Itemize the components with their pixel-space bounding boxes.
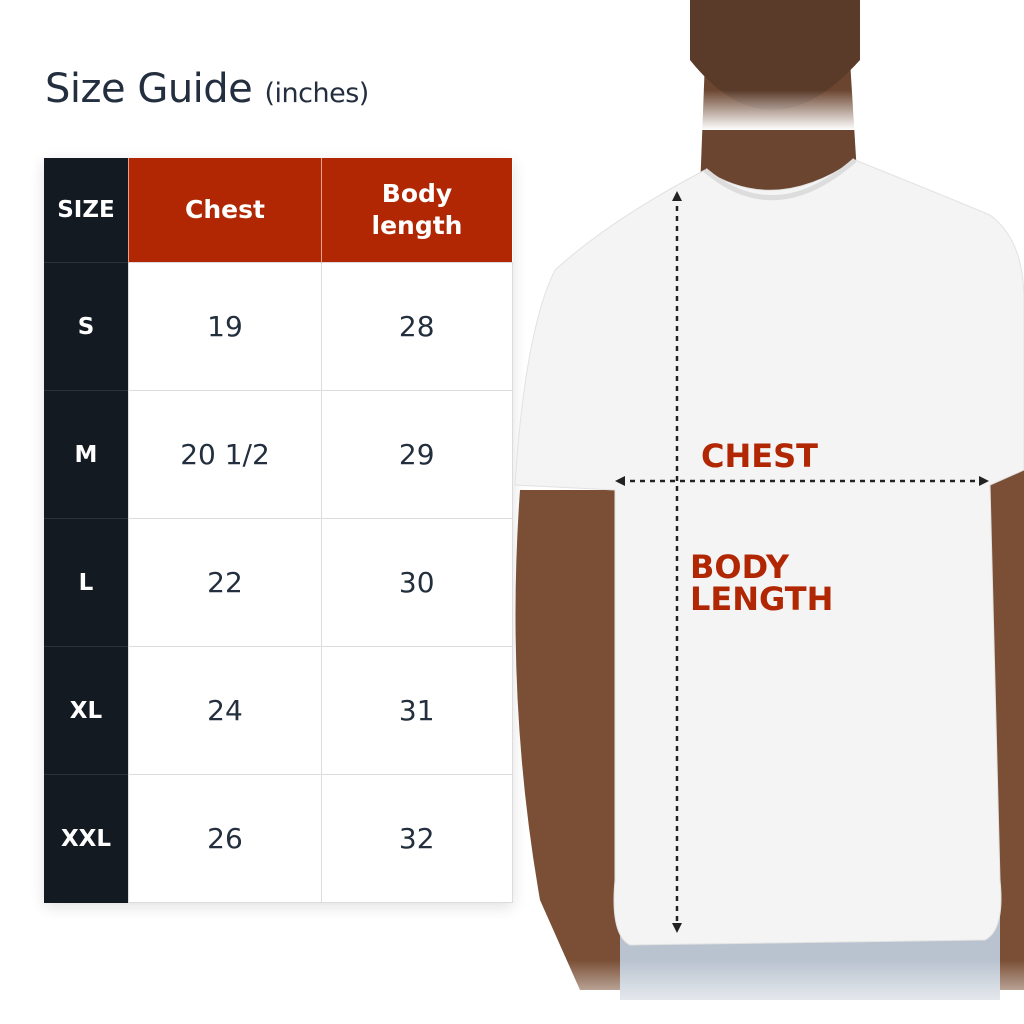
title-unit: (inches)	[264, 78, 370, 109]
size-cell: XL	[44, 646, 129, 775]
body-length-cell: 30	[321, 518, 513, 647]
table-row: XXL 26 32	[44, 774, 513, 903]
table-header: SIZE Chest Body length	[44, 158, 512, 263]
size-cell: L	[44, 518, 129, 647]
header-body-length: Body length	[321, 158, 512, 263]
size-cell: S	[44, 262, 129, 391]
body-length-cell: 28	[321, 262, 513, 391]
chest-label: CHEST	[701, 437, 818, 475]
table-row: M 20 1/2 29	[44, 390, 513, 519]
chest-cell: 19	[128, 262, 322, 391]
body-length-label-line1: BODY	[690, 548, 789, 586]
page-title: Size Guide (inches)	[45, 66, 369, 112]
header-chest: Chest	[128, 158, 322, 263]
left-arm	[515, 490, 625, 990]
title-text: Size Guide	[45, 66, 253, 112]
body-length-cell: 29	[321, 390, 513, 519]
header-body-length-text: Body length	[371, 179, 463, 240]
size-cell: XXL	[44, 774, 129, 903]
header-size: SIZE	[44, 158, 129, 263]
chest-cell: 24	[128, 646, 322, 775]
chest-cell: 20 1/2	[128, 390, 322, 519]
table-row: L 22 30	[44, 518, 513, 647]
chest-cell: 22	[128, 518, 322, 647]
shirt-body	[514, 159, 1024, 946]
body-length-cell: 32	[321, 774, 513, 903]
head	[690, 0, 860, 110]
table-row: XL 24 31	[44, 646, 513, 775]
table-row: S 19 28	[44, 262, 513, 391]
body-length-label-line2: LENGTH	[690, 580, 834, 618]
size-cell: M	[44, 390, 129, 519]
body-length-cell: 31	[321, 646, 513, 775]
size-table: SIZE Chest Body length S 19 28 M 20 1/2 29 L…	[44, 158, 513, 903]
chest-cell: 26	[128, 774, 322, 903]
